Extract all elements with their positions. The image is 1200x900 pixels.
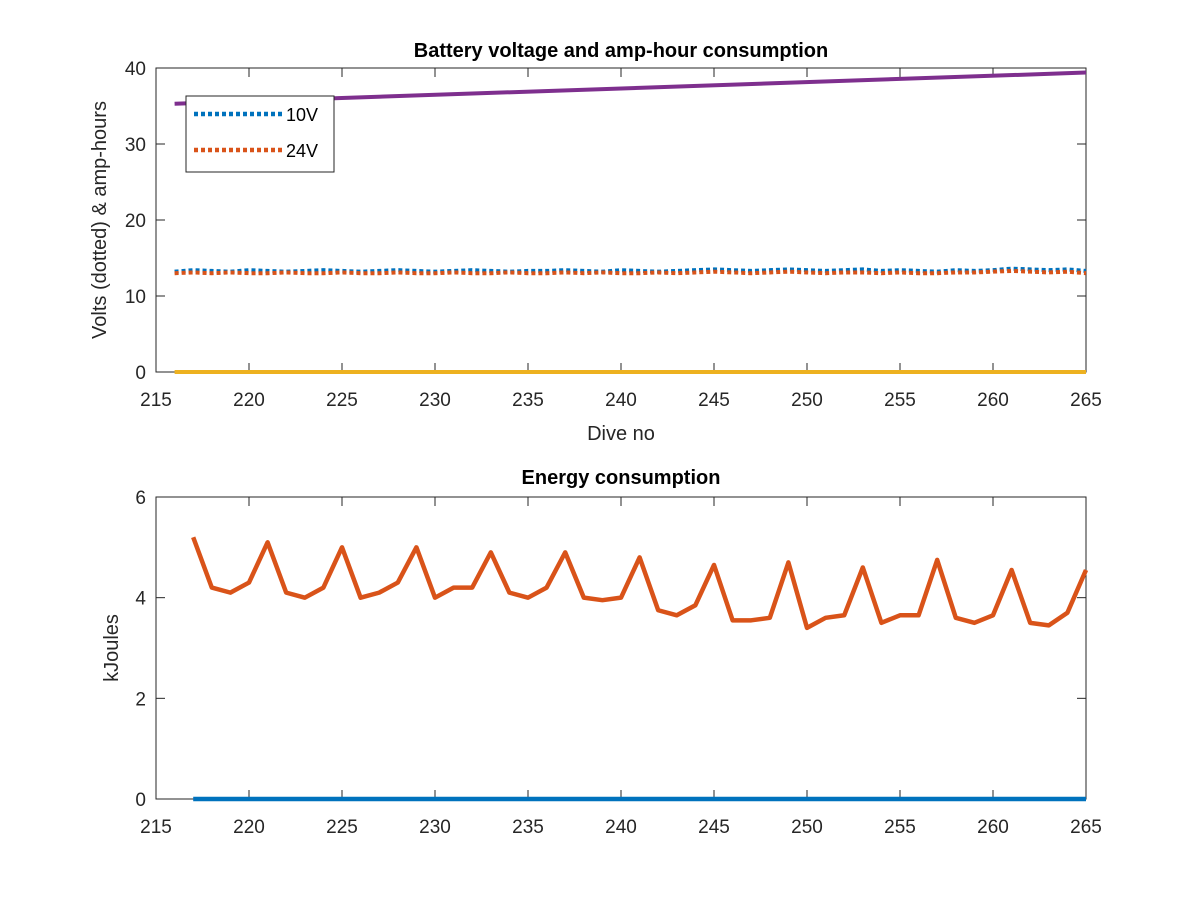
energy-chart-xtick-label: 265 <box>1070 817 1102 838</box>
voltage-chart-series-24v-line <box>174 268 1087 276</box>
voltage-chart-ytick-label: 20 <box>125 211 146 232</box>
energy-chart-ytick-label: 0 <box>135 790 146 811</box>
voltage-chart-ytick-label: 30 <box>125 135 146 156</box>
energy-chart: Energy consumption kJoules 215 220 225 230 2… <box>101 467 1102 838</box>
energy-chart-xtick-label: 245 <box>698 817 730 838</box>
voltage-chart-ytick-label: 40 <box>125 59 146 80</box>
voltage-chart-xtick-label: 230 <box>419 390 451 411</box>
voltage-chart-ytick-label: 0 <box>135 363 146 384</box>
voltage-chart-xtick-label: 265 <box>1070 390 1102 411</box>
energy-chart-xtick-label: 250 <box>791 817 823 838</box>
voltage-chart-xtick-label: 250 <box>791 390 823 411</box>
voltage-chart-xtick-label: 225 <box>326 390 358 411</box>
energy-chart-xtick-label: 235 <box>512 817 544 838</box>
energy-chart-ylabel: kJoules <box>101 614 123 682</box>
legend-label-10v: 10V <box>286 105 318 125</box>
energy-chart-xtick-label: 220 <box>233 817 265 838</box>
energy-chart-series-1-line <box>191 536 1089 631</box>
energy-chart-xtick-label: 255 <box>884 817 916 838</box>
voltage-chart-xtick-label: 260 <box>977 390 1009 411</box>
voltage-chart-xtick-label: 245 <box>698 390 730 411</box>
energy-chart-ytick-label: 4 <box>135 589 146 610</box>
energy-chart-xtick-label: 215 <box>140 817 172 838</box>
voltage-chart-ytick-label: 10 <box>125 287 146 308</box>
energy-chart-xtick-label: 240 <box>605 817 637 838</box>
voltage-chart-title: Battery voltage and amp-hour consumption <box>414 40 828 62</box>
legend <box>185 95 335 173</box>
voltage-chart-xtick-label: 215 <box>140 390 172 411</box>
voltage-chart-xtick-label: 255 <box>884 390 916 411</box>
voltage-chart-xtick-label: 240 <box>605 390 637 411</box>
voltage-chart: Battery voltage and amp-hour consumption… <box>89 40 1102 445</box>
energy-chart-ytick-label: 2 <box>135 689 146 710</box>
legend-label-24v: 24V <box>286 141 318 161</box>
energy-chart-title: Energy consumption <box>522 467 721 489</box>
voltage-chart-xtick-label: 220 <box>233 390 265 411</box>
energy-chart-xtick-label: 225 <box>326 817 358 838</box>
voltage-chart-xtick-label: 235 <box>512 390 544 411</box>
energy-chart-ytick-label: 6 <box>135 488 146 509</box>
energy-chart-xtick-label: 230 <box>419 817 451 838</box>
voltage-chart-series-10v-line <box>174 266 1087 274</box>
voltage-chart-ylabel: Volts (dotted) & amp-hours <box>89 101 111 339</box>
voltage-chart-xlabel: Dive no <box>587 423 655 445</box>
energy-chart-xtick-label: 260 <box>977 817 1009 838</box>
